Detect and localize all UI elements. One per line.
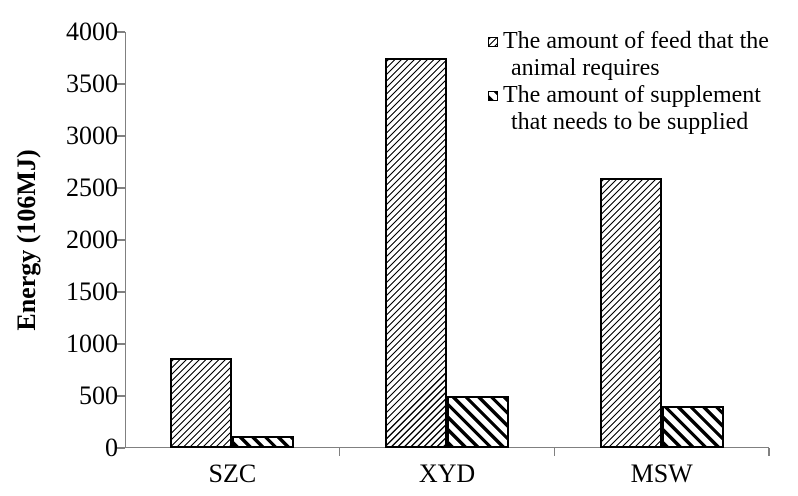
y-tick-mark bbox=[117, 291, 125, 293]
y-tick-label: 500 bbox=[79, 381, 118, 410]
x-tick-mark bbox=[768, 448, 770, 456]
x-category-label: SZC bbox=[208, 459, 257, 488]
bar-xyd-series-1 bbox=[385, 58, 447, 448]
bar-szc-series-2 bbox=[232, 435, 295, 448]
legend: The amount of feed that the animal requi… bbox=[488, 28, 793, 136]
y-tick-label: 3500 bbox=[66, 69, 118, 98]
y-tick-label: 2500 bbox=[66, 173, 118, 202]
legend-item-1: The amount of feed that the animal requi… bbox=[488, 28, 793, 82]
y-tick-mark bbox=[117, 135, 125, 137]
y-tick-label: 1000 bbox=[66, 329, 118, 358]
legend-marker-bold-hatch bbox=[488, 91, 498, 101]
y-tick-mark bbox=[117, 447, 125, 449]
y-tick-mark bbox=[117, 239, 125, 241]
y-tick-mark bbox=[117, 83, 125, 85]
x-category-label: MSW bbox=[630, 459, 693, 488]
x-tick-mark bbox=[338, 448, 341, 456]
legend-label: The amount of feed that the animal requi… bbox=[503, 28, 769, 81]
x-category-label: XYD bbox=[418, 459, 476, 488]
y-tick-mark bbox=[117, 31, 125, 33]
bar-msw-series-1 bbox=[599, 177, 662, 448]
y-tick-mark bbox=[117, 395, 125, 397]
y-tick-mark bbox=[117, 343, 125, 345]
bar-szc-series-1 bbox=[170, 357, 233, 448]
y-tick-label: 1500 bbox=[66, 277, 118, 306]
legend-marker-fine-hatch bbox=[488, 37, 498, 47]
x-tick-mark bbox=[553, 448, 556, 456]
y-tick-label: 4000 bbox=[66, 17, 118, 46]
legend-item-2: The amount of supplement that needs to b… bbox=[488, 82, 793, 136]
bar-xyd-series-2 bbox=[447, 396, 509, 448]
bar-msw-series-2 bbox=[661, 406, 724, 448]
legend-label: The amount of supplement that needs to b… bbox=[503, 82, 761, 135]
y-tick-mark bbox=[117, 187, 125, 189]
y-tick-label: 0 bbox=[105, 433, 118, 462]
y-tick-label: 3000 bbox=[66, 121, 118, 150]
y-tick-label: 2000 bbox=[66, 225, 118, 254]
